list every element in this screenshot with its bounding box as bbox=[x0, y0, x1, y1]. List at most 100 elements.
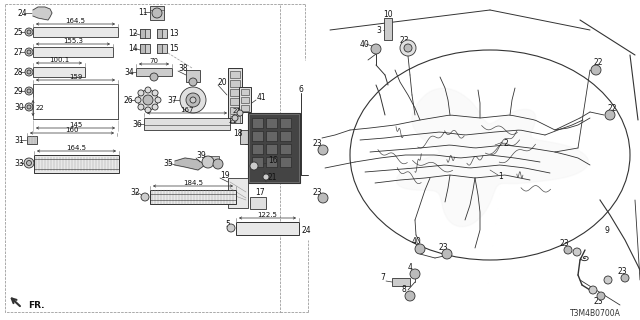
Bar bbox=[248, 113, 300, 183]
Bar bbox=[266, 144, 277, 154]
Bar bbox=[140, 29, 150, 38]
Circle shape bbox=[318, 193, 328, 203]
Text: 20: 20 bbox=[218, 77, 228, 86]
Text: 6: 6 bbox=[299, 84, 303, 93]
Circle shape bbox=[263, 174, 269, 180]
Circle shape bbox=[405, 291, 415, 301]
Bar bbox=[157, 44, 162, 53]
Circle shape bbox=[190, 97, 196, 103]
Bar bbox=[241, 97, 249, 103]
Bar bbox=[241, 89, 249, 95]
Circle shape bbox=[25, 28, 33, 36]
Circle shape bbox=[27, 30, 31, 34]
Polygon shape bbox=[175, 158, 205, 170]
Bar bbox=[230, 98, 240, 105]
Circle shape bbox=[25, 103, 33, 111]
Bar bbox=[384, 18, 392, 40]
Circle shape bbox=[591, 65, 601, 75]
Text: 23: 23 bbox=[312, 188, 322, 196]
Text: 1: 1 bbox=[498, 172, 503, 180]
Circle shape bbox=[442, 249, 452, 259]
Bar bbox=[204, 156, 219, 164]
Text: 22: 22 bbox=[36, 105, 44, 111]
Polygon shape bbox=[396, 88, 588, 227]
Bar bbox=[230, 116, 240, 123]
Text: 37: 37 bbox=[167, 95, 177, 105]
Text: 29: 29 bbox=[14, 86, 24, 95]
Circle shape bbox=[621, 274, 629, 282]
Text: 21: 21 bbox=[268, 172, 278, 181]
Text: 12: 12 bbox=[128, 28, 138, 37]
Text: 16: 16 bbox=[268, 156, 278, 164]
Circle shape bbox=[27, 50, 31, 54]
Bar bbox=[392, 278, 410, 286]
Bar bbox=[280, 144, 291, 154]
Circle shape bbox=[135, 97, 141, 103]
Text: 17: 17 bbox=[255, 188, 264, 196]
Polygon shape bbox=[33, 7, 52, 20]
Bar bbox=[136, 68, 172, 76]
Text: 34: 34 bbox=[124, 68, 134, 76]
Text: 23: 23 bbox=[559, 238, 569, 247]
Circle shape bbox=[605, 110, 615, 120]
Text: 19: 19 bbox=[220, 171, 230, 180]
Circle shape bbox=[138, 104, 144, 110]
Text: 145: 145 bbox=[69, 122, 82, 128]
Text: 21: 21 bbox=[228, 118, 237, 124]
Text: 9: 9 bbox=[605, 226, 609, 235]
Circle shape bbox=[232, 115, 238, 121]
Circle shape bbox=[152, 90, 158, 96]
Text: 33: 33 bbox=[14, 158, 24, 167]
Text: 27: 27 bbox=[14, 47, 24, 57]
Text: 11: 11 bbox=[138, 7, 147, 17]
Circle shape bbox=[145, 107, 151, 113]
Circle shape bbox=[318, 145, 328, 155]
Bar bbox=[33, 47, 113, 57]
Text: 15: 15 bbox=[169, 44, 179, 52]
Bar bbox=[140, 44, 145, 53]
Circle shape bbox=[573, 248, 581, 256]
Text: 164.5: 164.5 bbox=[65, 18, 86, 24]
Bar bbox=[157, 29, 167, 38]
Text: 10: 10 bbox=[383, 10, 393, 19]
Text: 14: 14 bbox=[128, 44, 138, 52]
Bar bbox=[266, 157, 277, 167]
Text: 21: 21 bbox=[232, 108, 241, 114]
Text: 22: 22 bbox=[593, 58, 603, 67]
Bar bbox=[266, 118, 277, 128]
Text: 40: 40 bbox=[411, 236, 421, 245]
Text: 23: 23 bbox=[438, 243, 448, 252]
Bar bbox=[33, 27, 118, 37]
Text: 22: 22 bbox=[607, 103, 617, 113]
Bar bbox=[33, 67, 85, 77]
Text: 184.5: 184.5 bbox=[183, 180, 203, 186]
Bar bbox=[150, 190, 236, 204]
Bar bbox=[252, 144, 263, 154]
Circle shape bbox=[237, 110, 243, 116]
Circle shape bbox=[152, 104, 158, 110]
Text: 24: 24 bbox=[18, 9, 28, 18]
Circle shape bbox=[26, 161, 31, 165]
Circle shape bbox=[400, 40, 416, 56]
Bar bbox=[230, 80, 240, 87]
Circle shape bbox=[213, 159, 223, 169]
Text: 28: 28 bbox=[14, 68, 24, 76]
Circle shape bbox=[24, 158, 34, 168]
Circle shape bbox=[180, 87, 206, 113]
Text: 7: 7 bbox=[381, 273, 385, 282]
Text: 70: 70 bbox=[150, 58, 159, 64]
Circle shape bbox=[138, 90, 158, 110]
Circle shape bbox=[371, 44, 381, 54]
Text: 18: 18 bbox=[233, 129, 243, 138]
Text: 39: 39 bbox=[196, 150, 205, 159]
Bar bbox=[266, 131, 277, 141]
Bar bbox=[34, 155, 119, 173]
Text: 100.1: 100.1 bbox=[49, 57, 69, 63]
Text: 4: 4 bbox=[408, 263, 412, 273]
Bar bbox=[5, 4, 280, 312]
Circle shape bbox=[202, 156, 214, 168]
Circle shape bbox=[189, 78, 197, 86]
Circle shape bbox=[150, 73, 158, 81]
Bar bbox=[252, 157, 263, 167]
Circle shape bbox=[138, 90, 144, 96]
